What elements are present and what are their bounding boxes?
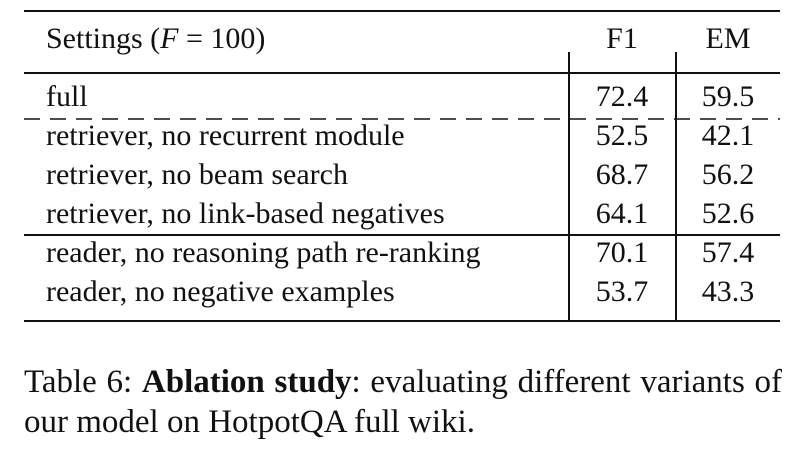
row-f1-value: 72.4 [595,80,649,113]
row-setting: retriever, no link-based negatives [46,197,445,230]
row-em-value: 52.6 [701,197,755,230]
row-em-value: 57.4 [701,236,755,269]
col-divider-left [568,52,570,321]
row-f1-value: 53.7 [595,275,649,308]
row-em-value: 59.5 [701,80,755,113]
row-setting: retriever, no recurrent module [46,119,405,152]
row-em-value: 43.3 [701,275,755,308]
header-f1: F1 [606,22,638,55]
row-setting: reader, no reasoning path re-ranking [46,236,481,269]
row-f1-value: 52.5 [595,119,649,152]
row-f1-value: 70.1 [595,236,649,269]
header-settings: Settings (F = 100) [46,22,266,55]
header-rule [24,72,780,74]
header-em: EM [705,22,751,55]
ablation-table: Settings (F = 100) F1 EM full 72.4 59.5 … [24,10,780,323]
row-f1-value: 64.1 [595,197,649,230]
row-setting: retriever, no beam search [46,158,348,191]
row-setting: reader, no negative examples [46,275,395,308]
col-divider-right [675,52,677,321]
dashed-rule [24,118,780,120]
row-em-value: 42.1 [701,119,755,152]
caption-label: Table 6: [24,364,133,400]
caption-bold: Ablation study [141,364,352,400]
row-setting: full [46,80,88,113]
row-f1-value: 68.7 [595,158,649,191]
group-rule [24,234,780,236]
table-caption: Table 6: Ablation study: evaluating diff… [24,362,782,442]
caption-text: : evaluating different variants of our m… [24,364,782,440]
row-em-value: 56.2 [701,158,755,191]
bottom-rule [24,320,780,323]
top-rule [24,10,780,13]
